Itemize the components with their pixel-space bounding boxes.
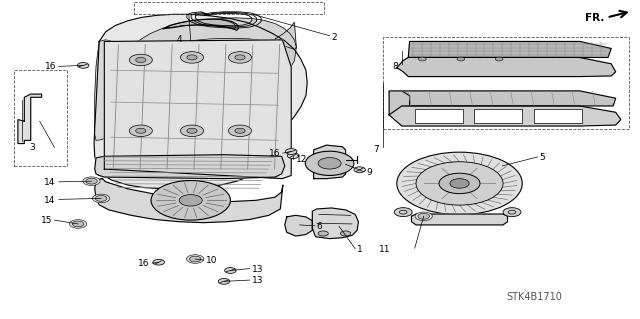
Text: 6: 6 xyxy=(317,222,323,231)
Circle shape xyxy=(495,57,503,61)
Text: 7: 7 xyxy=(373,145,379,154)
Bar xyxy=(14,70,67,166)
Circle shape xyxy=(287,153,299,159)
Text: 13: 13 xyxy=(252,276,263,285)
Circle shape xyxy=(225,268,236,273)
Polygon shape xyxy=(204,22,296,90)
Circle shape xyxy=(189,256,201,262)
Text: STK4B1710: STK4B1710 xyxy=(506,292,563,302)
Text: 2: 2 xyxy=(332,33,337,42)
Circle shape xyxy=(457,57,465,61)
Text: 14: 14 xyxy=(44,178,56,187)
Circle shape xyxy=(83,177,100,186)
Circle shape xyxy=(179,195,202,206)
Circle shape xyxy=(235,55,245,60)
Bar xyxy=(383,37,629,129)
Polygon shape xyxy=(104,40,291,179)
Text: 16: 16 xyxy=(45,63,56,71)
Polygon shape xyxy=(412,214,508,225)
Text: 15: 15 xyxy=(41,216,52,225)
Polygon shape xyxy=(95,155,285,179)
Polygon shape xyxy=(408,41,611,57)
Circle shape xyxy=(187,55,197,60)
Circle shape xyxy=(218,278,230,284)
Circle shape xyxy=(503,208,521,217)
Text: 5: 5 xyxy=(540,153,545,162)
Polygon shape xyxy=(163,19,239,30)
Polygon shape xyxy=(95,179,283,223)
Polygon shape xyxy=(389,106,621,126)
Polygon shape xyxy=(389,91,410,115)
Circle shape xyxy=(354,167,365,173)
Circle shape xyxy=(77,63,89,68)
Text: 4: 4 xyxy=(177,35,182,44)
Circle shape xyxy=(416,162,503,205)
Text: 10: 10 xyxy=(206,256,218,265)
Text: 8: 8 xyxy=(392,62,398,71)
Circle shape xyxy=(394,208,412,217)
Circle shape xyxy=(318,231,328,236)
Circle shape xyxy=(180,52,204,63)
Polygon shape xyxy=(18,94,42,144)
Polygon shape xyxy=(285,215,312,236)
Text: 16: 16 xyxy=(269,149,280,158)
Circle shape xyxy=(340,231,351,236)
Circle shape xyxy=(69,219,87,228)
Circle shape xyxy=(180,125,204,137)
Polygon shape xyxy=(95,40,168,140)
Polygon shape xyxy=(138,18,296,49)
Polygon shape xyxy=(314,145,346,179)
Circle shape xyxy=(136,57,146,63)
Circle shape xyxy=(235,128,245,133)
Polygon shape xyxy=(397,57,616,77)
Text: 1: 1 xyxy=(357,245,363,254)
Circle shape xyxy=(318,158,341,169)
Text: FR.: FR. xyxy=(585,13,604,23)
Circle shape xyxy=(285,149,297,154)
Circle shape xyxy=(415,212,433,221)
Circle shape xyxy=(93,194,110,203)
Bar xyxy=(415,109,463,123)
Polygon shape xyxy=(312,208,358,239)
Text: 16: 16 xyxy=(138,259,150,268)
Circle shape xyxy=(187,128,197,133)
Bar xyxy=(534,109,582,123)
Circle shape xyxy=(419,57,426,61)
Text: 13: 13 xyxy=(252,265,263,274)
Polygon shape xyxy=(94,14,307,189)
Circle shape xyxy=(86,178,97,184)
Circle shape xyxy=(95,196,107,201)
Bar xyxy=(134,2,324,14)
Text: 3: 3 xyxy=(29,143,35,152)
Text: 12: 12 xyxy=(296,155,307,164)
Circle shape xyxy=(187,255,204,263)
Circle shape xyxy=(151,181,230,220)
Circle shape xyxy=(153,259,164,265)
Circle shape xyxy=(439,173,480,194)
Circle shape xyxy=(305,151,354,175)
Circle shape xyxy=(228,52,252,63)
Circle shape xyxy=(129,125,152,137)
Bar xyxy=(474,109,522,123)
Circle shape xyxy=(136,128,146,133)
Circle shape xyxy=(72,221,84,227)
Circle shape xyxy=(129,54,152,66)
Text: 9: 9 xyxy=(366,168,372,177)
Text: 11: 11 xyxy=(379,245,390,254)
Circle shape xyxy=(450,179,469,188)
Polygon shape xyxy=(402,91,616,106)
Circle shape xyxy=(418,213,429,219)
Text: 14: 14 xyxy=(44,196,56,204)
Circle shape xyxy=(228,125,252,137)
Circle shape xyxy=(397,152,522,215)
